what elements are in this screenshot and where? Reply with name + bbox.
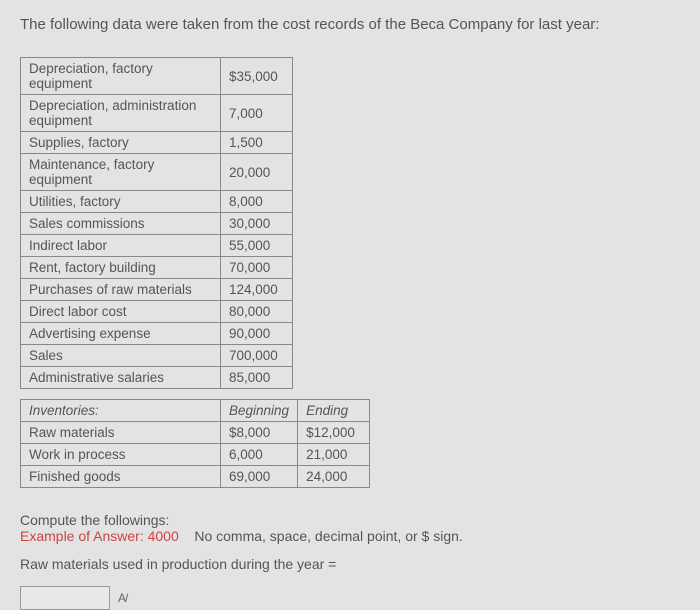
cost-label: Supplies, factory [21,132,221,154]
inventories-header-ending: Ending [298,400,370,422]
inventory-label: Work in process [21,444,221,466]
inventory-beginning: $8,000 [221,422,298,444]
cost-value: 80,000 [221,301,293,323]
cost-label: Indirect labor [21,235,221,257]
intro-text: The following data were taken from the c… [0,0,700,43]
table-row: Advertising expense90,000 [21,323,293,345]
cost-value: 85,000 [221,367,293,389]
table-row: Raw materials$8,000$12,000 [21,422,370,444]
compute-label: Compute the followings: [20,512,700,528]
cost-value: 7,000 [221,95,293,132]
cost-label: Utilities, factory [21,191,221,213]
cost-label: Sales commissions [21,213,221,235]
table-row: Depreciation, administration equipment7,… [21,95,293,132]
table-row: Work in process6,00021,000 [21,444,370,466]
cost-value: 30,000 [221,213,293,235]
cost-value: 700,000 [221,345,293,367]
cost-label: Depreciation, factory equipment [21,58,221,95]
cost-value: 20,000 [221,154,293,191]
cost-label: Depreciation, administration equipment [21,95,221,132]
costs-table: Depreciation, factory equipment$35,000De… [20,57,293,389]
cost-value: $35,000 [221,58,293,95]
inventory-beginning: 69,000 [221,466,298,488]
cost-value: 90,000 [221,323,293,345]
inventory-label: Finished goods [21,466,221,488]
table-row: Sales commissions30,000 [21,213,293,235]
table-row: Rent, factory building70,000 [21,257,293,279]
cost-label: Purchases of raw materials [21,279,221,301]
inventory-beginning: 6,000 [221,444,298,466]
table-row: Purchases of raw materials124,000 [21,279,293,301]
cost-value: 55,000 [221,235,293,257]
answer-input[interactable] [20,586,110,610]
cost-value: 124,000 [221,279,293,301]
table-row: Indirect labor55,000 [21,235,293,257]
example-answer-note: No comma, space, decimal point, or $ sig… [194,528,462,544]
inventory-ending: $12,000 [298,422,370,444]
table-row: Finished goods69,00024,000 [21,466,370,488]
cost-label: Administrative salaries [21,367,221,389]
cost-label: Rent, factory building [21,257,221,279]
cost-value: 8,000 [221,191,293,213]
question-text: Raw materials used in production during … [20,556,700,572]
inventory-ending: 24,000 [298,466,370,488]
cost-value: 70,000 [221,257,293,279]
inventory-ending: 21,000 [298,444,370,466]
cost-value: 1,500 [221,132,293,154]
table-row: Depreciation, factory equipment$35,000 [21,58,293,95]
inventories-table: Inventories: Beginning Ending Raw materi… [20,399,370,488]
cost-label: Direct labor cost [21,301,221,323]
example-answer-label: Example of Answer: 4000 [20,528,179,544]
table-row: Direct labor cost80,000 [21,301,293,323]
inventories-header-label: Inventories: [21,400,221,422]
table-row: Maintenance, factory equipment20,000 [21,154,293,191]
table-row: Utilities, factory8,000 [21,191,293,213]
table-row: Supplies, factory1,500 [21,132,293,154]
cost-label: Maintenance, factory equipment [21,154,221,191]
cost-label: Advertising expense [21,323,221,345]
table-row: Sales700,000 [21,345,293,367]
table-row: Administrative salaries85,000 [21,367,293,389]
inventories-header-beginning: Beginning [221,400,298,422]
cost-label: Sales [21,345,221,367]
text-format-icon: A/ [118,591,127,605]
inventory-label: Raw materials [21,422,221,444]
